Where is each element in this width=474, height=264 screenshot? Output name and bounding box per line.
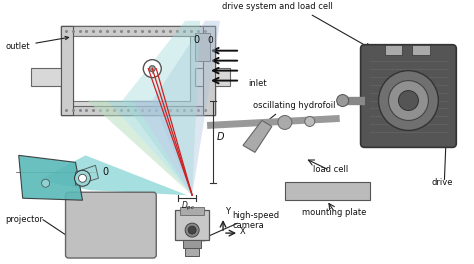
Polygon shape <box>152 21 220 195</box>
Text: 0: 0 <box>102 167 109 177</box>
Polygon shape <box>18 155 82 200</box>
Bar <box>61 106 215 115</box>
Circle shape <box>149 66 155 72</box>
Polygon shape <box>108 101 192 195</box>
Bar <box>203 26 215 115</box>
Circle shape <box>389 81 428 120</box>
Circle shape <box>185 223 199 237</box>
Bar <box>61 26 215 36</box>
Text: projector: projector <box>6 215 44 224</box>
Bar <box>73 36 190 101</box>
Text: drive system and load cell: drive system and load cell <box>222 2 333 11</box>
Bar <box>61 26 215 115</box>
Text: D: D <box>217 132 225 142</box>
Text: load cell: load cell <box>313 165 348 174</box>
FancyBboxPatch shape <box>65 192 156 258</box>
Text: X: X <box>240 227 246 236</box>
Bar <box>195 33 210 61</box>
Bar <box>285 182 370 200</box>
Circle shape <box>278 115 292 129</box>
Bar <box>384 45 402 55</box>
Bar <box>61 26 73 115</box>
Text: Y: Y <box>225 207 230 216</box>
Circle shape <box>188 226 196 234</box>
Text: inlet: inlet <box>248 79 266 88</box>
Bar <box>185 248 199 256</box>
Bar <box>412 45 430 55</box>
Circle shape <box>337 95 349 106</box>
Text: 0: 0 <box>193 35 199 45</box>
Polygon shape <box>75 165 99 185</box>
Polygon shape <box>132 101 192 195</box>
Circle shape <box>79 174 86 182</box>
Circle shape <box>143 60 161 78</box>
Text: drive: drive <box>431 178 453 187</box>
Polygon shape <box>243 120 272 152</box>
Bar <box>180 207 204 215</box>
Bar <box>31 68 81 86</box>
Circle shape <box>379 70 438 130</box>
Text: outlet: outlet <box>6 36 69 51</box>
Text: mounting plate: mounting plate <box>302 208 366 217</box>
Bar <box>195 68 230 86</box>
Polygon shape <box>39 155 187 195</box>
Text: oscillating hydrofoil: oscillating hydrofoil <box>253 101 336 111</box>
Polygon shape <box>88 101 192 195</box>
FancyBboxPatch shape <box>361 45 456 147</box>
Circle shape <box>42 179 50 187</box>
Text: high-speed
camera: high-speed camera <box>232 211 279 230</box>
Text: 0: 0 <box>207 36 213 45</box>
Text: $D_{pc}$: $D_{pc}$ <box>181 200 195 213</box>
Circle shape <box>399 91 419 111</box>
Polygon shape <box>122 21 200 195</box>
Bar <box>183 240 201 248</box>
Circle shape <box>74 170 91 186</box>
Circle shape <box>305 116 315 126</box>
Bar <box>175 210 209 240</box>
